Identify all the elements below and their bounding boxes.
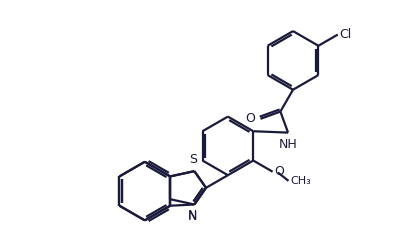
Text: NH: NH [279, 138, 298, 151]
Text: N: N [188, 210, 197, 223]
Text: S: S [189, 153, 197, 166]
Text: Cl: Cl [339, 28, 352, 41]
Text: O: O [246, 112, 256, 125]
Text: O: O [274, 165, 284, 178]
Text: CH₃: CH₃ [290, 176, 311, 186]
Text: N: N [188, 209, 197, 222]
